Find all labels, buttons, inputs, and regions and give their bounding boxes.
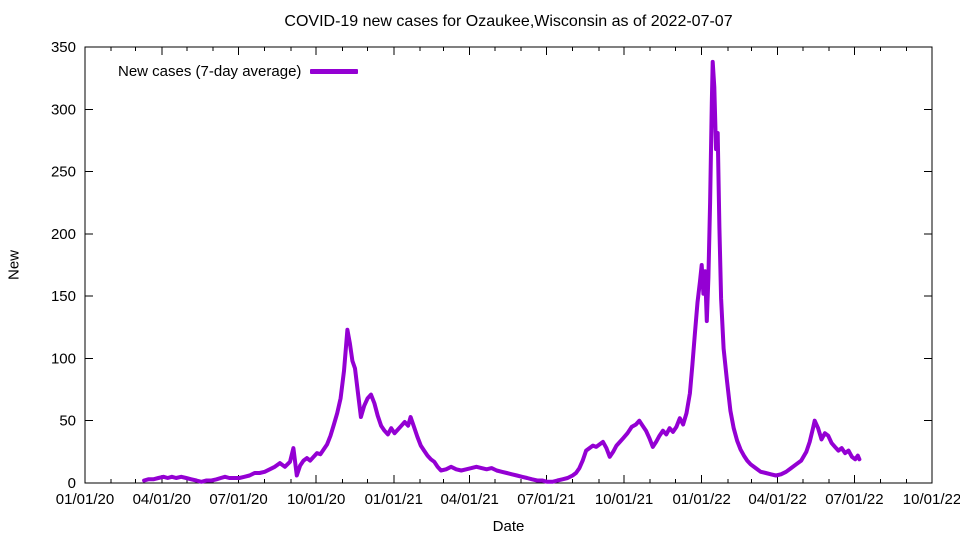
x-tick-label-3: 10/01/20 bbox=[287, 491, 345, 508]
y-tick-label-0: 0 bbox=[68, 475, 76, 492]
y-tick-label-1: 50 bbox=[59, 413, 76, 430]
x-tick-label-0: 01/01/20 bbox=[56, 491, 114, 508]
y-tick-label-6: 300 bbox=[51, 101, 76, 118]
y-tick-label-3: 150 bbox=[51, 288, 76, 305]
x-tick-label-2: 07/01/20 bbox=[209, 491, 267, 508]
x-tick-label-11: 10/01/22 bbox=[903, 491, 960, 508]
legend-label: New cases (7-day average) bbox=[118, 62, 302, 80]
y-tick-label-4: 200 bbox=[51, 226, 76, 243]
x-tick-label-9: 04/01/22 bbox=[748, 491, 806, 508]
legend: New cases (7-day average) bbox=[118, 61, 359, 81]
y-tick-label-5: 250 bbox=[51, 164, 76, 181]
x-axis-title: Date bbox=[492, 518, 525, 535]
new-cases-line bbox=[142, 59, 862, 484]
x-tick-label-6: 07/01/21 bbox=[517, 491, 575, 508]
x-tick-label-4: 01/01/21 bbox=[365, 491, 423, 508]
x-tick-label-8: 01/01/22 bbox=[672, 491, 730, 508]
x-tick-label-1: 04/01/20 bbox=[133, 491, 191, 508]
legend-line-swatch bbox=[310, 68, 359, 74]
plot-border bbox=[84, 46, 933, 484]
x-tick-label-7: 10/01/21 bbox=[595, 491, 653, 508]
chart-title: COVID-19 new cases for Ozaukee,Wisconsin… bbox=[284, 13, 733, 30]
x-tick-label-10: 07/01/22 bbox=[825, 491, 883, 508]
x-tick-label-5: 04/01/21 bbox=[440, 491, 498, 508]
y-tick-label-7: 350 bbox=[51, 39, 76, 56]
y-tick-label-2: 100 bbox=[51, 350, 76, 367]
